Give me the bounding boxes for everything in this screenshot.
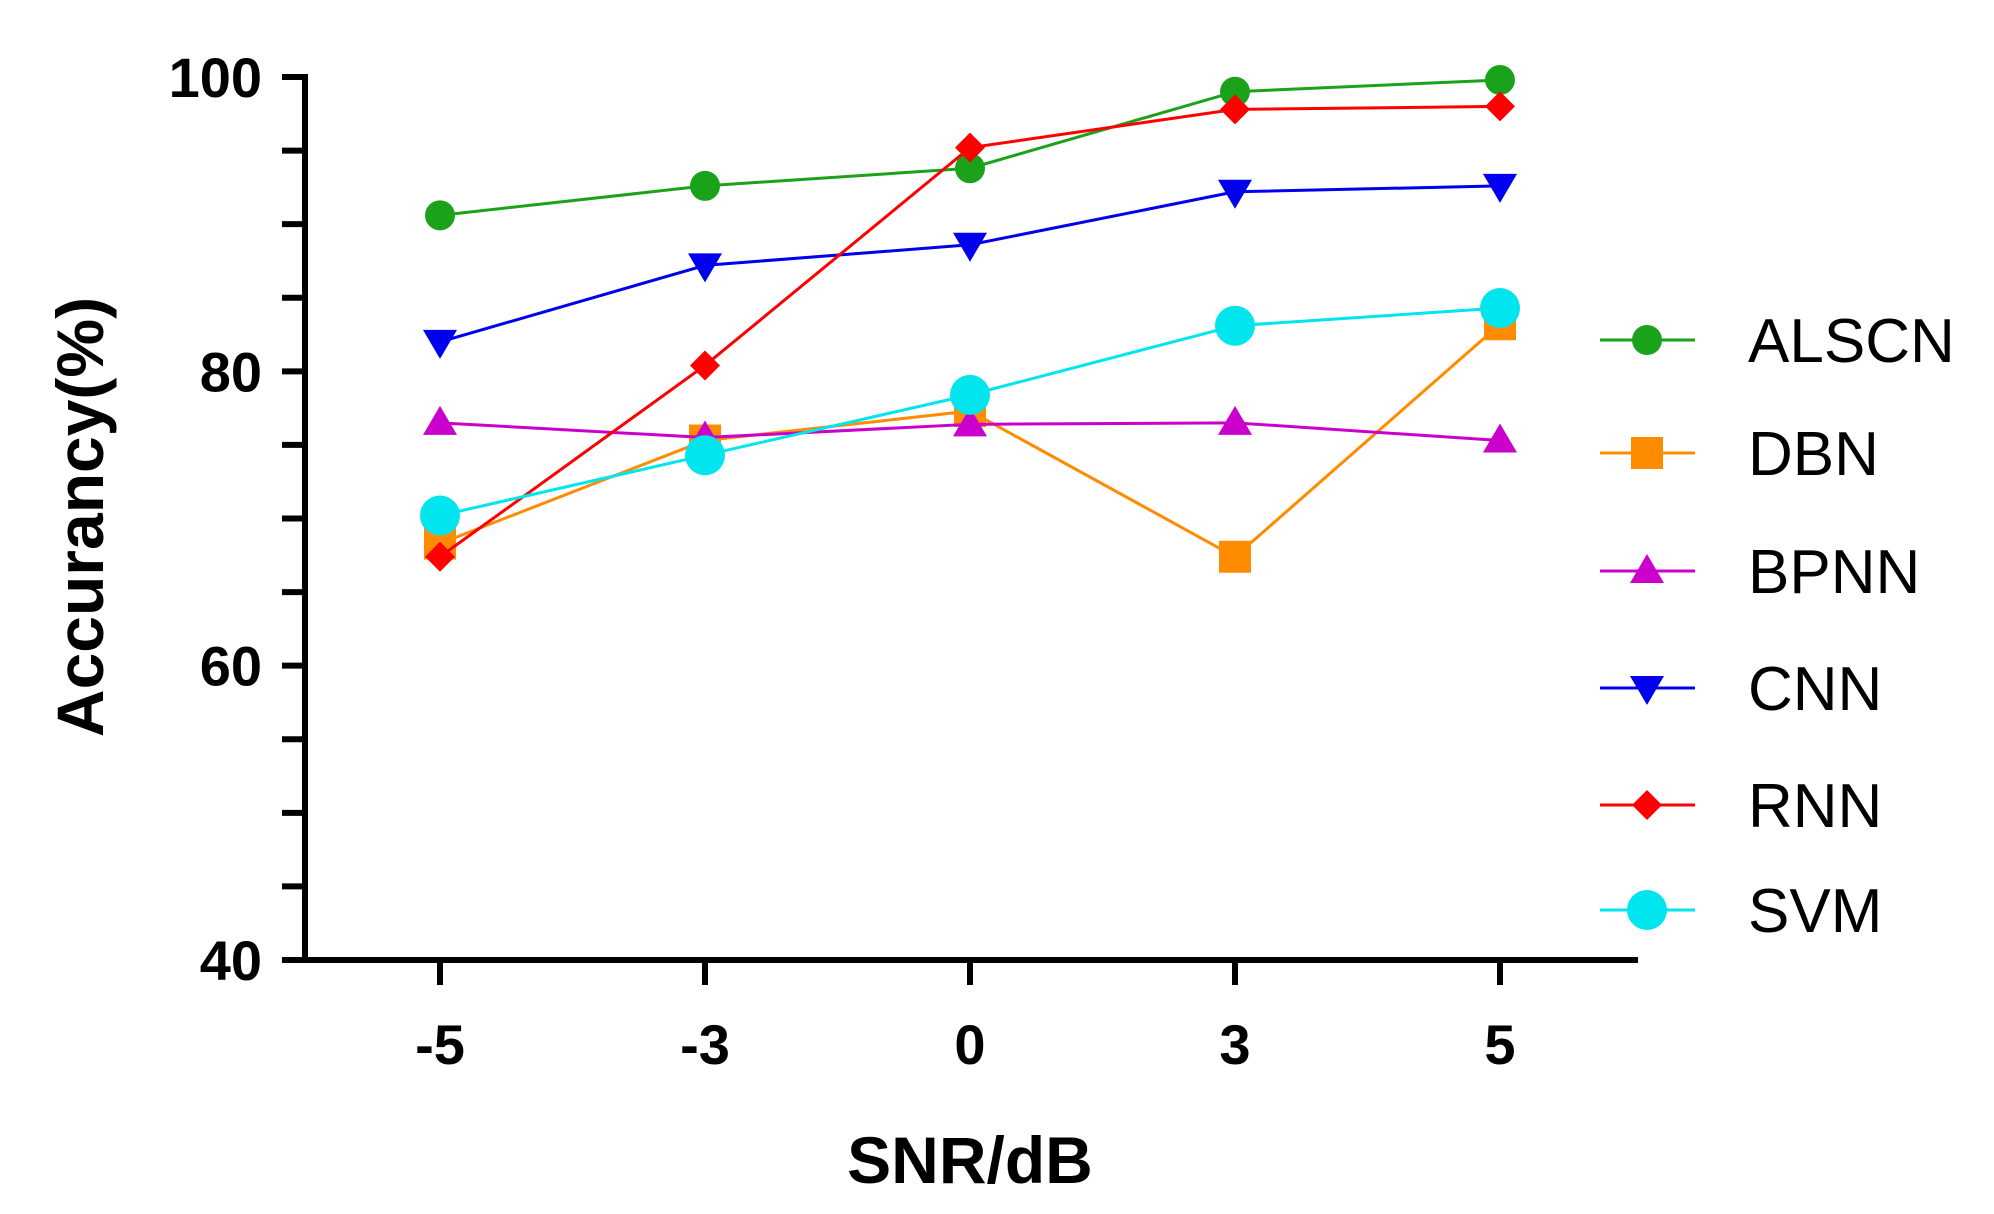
x-tick-label: 3 xyxy=(1219,1013,1250,1076)
x-tick-label: 5 xyxy=(1484,1013,1515,1076)
data-point-svm xyxy=(685,435,725,476)
y-ticks: 40 60 80 100 xyxy=(169,46,305,992)
legend-item-cnn: CNN xyxy=(1600,655,1882,724)
y-axis-title: Accurancy(%) xyxy=(43,297,117,737)
legend-label: CNN xyxy=(1748,655,1882,724)
x-tick-label: 0 xyxy=(954,1013,985,1076)
data-point-svm xyxy=(1480,288,1520,329)
data-point-rnn xyxy=(1485,91,1515,122)
legend-item-bpnn: BPNN xyxy=(1600,538,1920,607)
data-point-cnn xyxy=(423,329,457,359)
x-tick-label: -5 xyxy=(415,1013,465,1076)
data-point-bpnn xyxy=(423,405,457,435)
data-point-dbn xyxy=(1219,540,1251,573)
legend-label: SVM xyxy=(1748,877,1882,946)
data-point-rnn xyxy=(690,350,720,381)
data-point-cnn xyxy=(1483,173,1517,203)
legend-marker xyxy=(1630,676,1664,705)
data-point-cnn xyxy=(1218,179,1252,209)
legend-marker xyxy=(1627,890,1667,930)
legend-marker xyxy=(1632,325,1662,355)
data-point-alscn xyxy=(1485,64,1515,95)
data-point-rnn xyxy=(955,132,985,163)
y-tick-label: 60 xyxy=(200,635,262,698)
legend-item-svm: SVM xyxy=(1600,877,1882,946)
x-axis-title: SNR/dB xyxy=(847,1123,1093,1197)
data-point-svm xyxy=(950,374,990,415)
x-tick-label: -3 xyxy=(680,1013,730,1076)
series xyxy=(420,64,1520,573)
data-point-bpnn xyxy=(953,407,987,437)
data-point-svm xyxy=(1215,305,1255,346)
legend-marker xyxy=(1630,554,1664,583)
data-point-svm xyxy=(420,495,460,536)
data-point-bpnn xyxy=(1218,405,1252,435)
y-tick-label: 80 xyxy=(200,340,262,403)
y-tick-label: 40 xyxy=(200,929,262,992)
legend-marker xyxy=(1631,437,1663,469)
x-ticks: -5 -3 0 3 5 xyxy=(415,960,1516,1076)
data-point-alscn xyxy=(690,170,720,201)
data-point-cnn xyxy=(953,232,987,262)
data-point-bpnn xyxy=(1483,423,1517,453)
series-dbn xyxy=(424,308,1516,573)
legend-label: BPNN xyxy=(1748,538,1920,607)
data-point-rnn xyxy=(1220,94,1250,125)
legend-item-rnn: RNN xyxy=(1600,772,1882,841)
data-point-alscn xyxy=(425,200,455,231)
data-point-alscn xyxy=(1220,76,1250,107)
series-rnn xyxy=(425,91,1515,572)
legend-label: RNN xyxy=(1748,772,1882,841)
legend-item-dbn: DBN xyxy=(1600,420,1879,489)
series-alscn xyxy=(425,64,1515,231)
legend: ALSCN DBN BPNN CNN RNN SVM xyxy=(1600,307,1955,946)
y-tick-label: 100 xyxy=(169,46,262,109)
legend-marker xyxy=(1632,790,1662,820)
series-cnn xyxy=(423,173,1517,359)
data-point-alscn xyxy=(955,153,985,184)
data-point-rnn xyxy=(425,541,455,572)
legend-label: DBN xyxy=(1748,420,1879,489)
legend-item-alscn: ALSCN xyxy=(1600,307,1955,376)
data-point-cnn xyxy=(688,253,722,283)
legend-label: ALSCN xyxy=(1748,307,1955,376)
series-svm xyxy=(420,288,1520,536)
